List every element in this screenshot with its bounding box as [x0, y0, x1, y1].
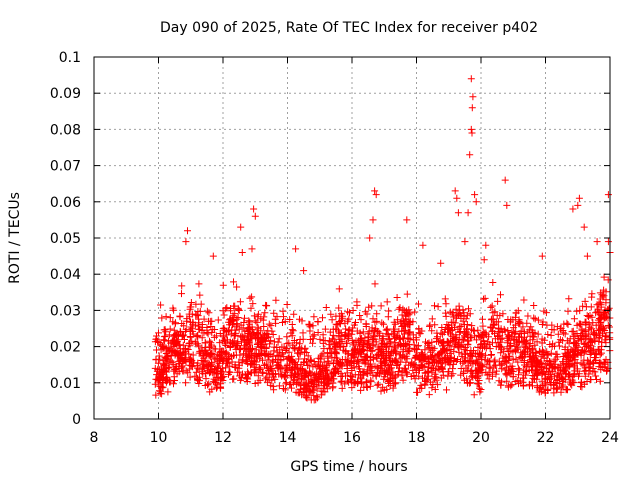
outlier-point — [467, 75, 475, 83]
outlier-point — [466, 151, 474, 159]
y-tick-label: 0.08 — [50, 122, 81, 138]
y-axis-label: ROTI / TECUs — [7, 192, 23, 284]
y-tick-label: 0.06 — [50, 195, 81, 211]
outlier-point — [569, 205, 577, 213]
y-tick-label: 0.09 — [50, 86, 81, 102]
chart-title: Day 090 of 2025, Rate Of TEC Index for r… — [160, 20, 538, 36]
x-tick-label: 12 — [214, 430, 232, 446]
x-tick-label: 16 — [343, 430, 361, 446]
outlier-point — [369, 216, 377, 224]
outlier-point — [454, 209, 462, 217]
outlier-point — [184, 227, 191, 235]
outlier-point — [574, 201, 582, 209]
outlier-point — [503, 201, 511, 209]
outlier-point — [471, 191, 479, 199]
x-axis-label: GPS time / hours — [290, 459, 407, 475]
x-tick-label: 14 — [279, 430, 297, 446]
x-tick-label: 20 — [472, 430, 490, 446]
y-tick-label: 0.07 — [50, 159, 81, 175]
outlier-point — [604, 238, 612, 246]
outlier-point — [251, 212, 259, 220]
outlier-point — [451, 187, 459, 195]
x-tick-label: 24 — [601, 430, 619, 446]
outlier-point — [237, 223, 245, 231]
axis-ticks: 8 10 12 14 16 18 20 22 24 0 0.01 0.02 0.03 0.04 0.05 0.… — [50, 50, 619, 446]
grid-lines — [94, 57, 610, 419]
y-tick-label: 0.01 — [50, 376, 81, 392]
outlier-point — [583, 252, 591, 260]
outlier-point — [575, 194, 583, 202]
y-tick-label: 0 — [72, 412, 81, 428]
outlier-point — [182, 238, 190, 246]
outlier-point — [468, 129, 476, 137]
outlier-point — [250, 205, 258, 213]
outlier-point — [480, 256, 488, 264]
y-tick-label: 0.02 — [50, 340, 81, 356]
outlier-point — [593, 238, 601, 246]
outlier-point — [482, 241, 490, 249]
outlier-point — [469, 93, 477, 101]
data-point-cluster — [153, 299, 614, 404]
outlier-point — [209, 252, 217, 260]
outlier-point — [248, 245, 256, 253]
data-points — [151, 75, 614, 404]
x-tick-label: 18 — [408, 430, 426, 446]
outlier-point — [403, 216, 411, 224]
outlier-point — [538, 252, 546, 260]
outlier-point — [453, 194, 461, 202]
outlier-point — [461, 238, 469, 246]
x-tick-label: 22 — [537, 430, 555, 446]
y-tick-label: 0.03 — [50, 303, 81, 319]
outlier-point — [580, 223, 588, 231]
outlier-point — [472, 198, 480, 206]
x-tick-label: 10 — [150, 430, 168, 446]
outlier-point — [501, 176, 509, 184]
y-tick-label: 0.1 — [59, 50, 81, 66]
data-point-cluster — [151, 276, 612, 399]
outlier-point — [467, 125, 475, 133]
outlier-point — [419, 241, 427, 249]
outlier-point — [238, 249, 246, 256]
x-tick-label: 8 — [90, 430, 99, 446]
outlier-point — [372, 191, 380, 199]
y-tick-label: 0.04 — [50, 267, 81, 283]
outlier-point — [371, 187, 379, 195]
y-tick-label: 0.05 — [50, 231, 81, 247]
outlier-point — [292, 245, 300, 253]
outlier-point — [300, 267, 308, 275]
outlier-point — [604, 191, 612, 199]
outlier-point — [464, 209, 472, 217]
outlier-point — [366, 234, 374, 242]
outlier-point — [468, 104, 476, 112]
outlier-point — [437, 259, 445, 267]
